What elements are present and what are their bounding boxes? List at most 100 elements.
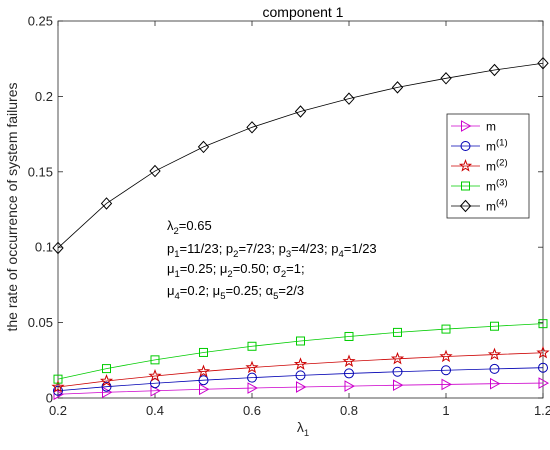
annotation-line: μ1=0.25; μ2=0.50; σ2=1; — [167, 261, 305, 280]
annotation-part: =0.25; μ — [180, 261, 228, 276]
x-tick-label: 0.4 — [146, 403, 164, 418]
legend-label-base: m — [486, 140, 496, 154]
annotation-part: 1 — [174, 249, 179, 260]
series-m3 — [53, 319, 548, 384]
legend-label: m(4) — [486, 198, 508, 214]
data-point — [148, 369, 162, 382]
data-point — [489, 363, 500, 374]
data-point — [342, 354, 356, 367]
data-point — [246, 121, 258, 134]
series-m1 — [53, 362, 548, 396]
data-point — [490, 321, 499, 331]
annotation-part: =0.50; σ — [233, 261, 281, 276]
data-point — [149, 164, 161, 178]
data-point — [391, 81, 404, 94]
data-point — [102, 386, 113, 399]
legend-marker — [460, 141, 471, 151]
legend-label-base: m — [486, 120, 496, 134]
annotation-line: λ2=0.65 — [167, 218, 212, 237]
series-line — [57, 367, 544, 392]
legend-marker — [459, 199, 472, 213]
series-m — [53, 377, 550, 401]
data-point — [440, 72, 452, 85]
annotation-part: 2 — [227, 269, 232, 280]
y-tick-label: 0.1 — [35, 240, 53, 255]
legend-label-sup: (2) — [496, 158, 508, 169]
annotation-part: =0.65 — [179, 218, 212, 233]
data-point — [293, 357, 308, 370]
data-point — [197, 140, 210, 154]
data-point — [52, 241, 64, 255]
legend-marker — [461, 120, 472, 132]
legend-label-base: m — [486, 180, 496, 194]
data-point — [538, 377, 550, 389]
chart-title: component 1 — [263, 4, 344, 20]
data-point — [487, 347, 502, 361]
data-point — [439, 349, 453, 363]
y-tick-label: 0 — [46, 391, 53, 406]
series-line — [57, 352, 544, 388]
annotation-part: =11/23; p — [180, 241, 234, 256]
annotation-part: μ — [167, 283, 175, 298]
data-point — [344, 380, 356, 392]
annotation-part: 3 — [286, 249, 291, 260]
x-axis-label: λ1 — [297, 419, 309, 439]
y-tick-label: 0.15 — [28, 164, 53, 179]
data-point — [538, 362, 548, 373]
series-line — [57, 323, 544, 380]
annotation-part: 2 — [174, 226, 179, 237]
legend-label: m — [486, 120, 496, 134]
legend-entry: m(4) — [451, 198, 508, 214]
data-point — [295, 370, 306, 381]
legend-label-sup: (4) — [496, 198, 508, 209]
x-tick-label: 0.6 — [243, 403, 261, 418]
legend-entry: m — [451, 120, 496, 134]
data-point — [441, 324, 451, 334]
legend-marker — [461, 181, 470, 191]
data-point — [102, 364, 111, 374]
plot-area: 0.2 0.4 0.6 0.8 1 1.200.050.10.150.20.25λ2=0.… — [28, 14, 550, 419]
data-point — [296, 381, 307, 393]
annotation-part: =4/23; p — [291, 241, 338, 256]
data-point — [390, 351, 405, 365]
legend-label: m(2) — [486, 158, 508, 174]
data-point — [296, 336, 305, 346]
annotation-part: p — [167, 241, 174, 256]
annotation-part: 2 — [233, 249, 238, 260]
legend-label: m(3) — [486, 178, 508, 194]
data-point — [393, 379, 404, 392]
annotation-part: 5 — [273, 291, 278, 302]
data-point — [538, 319, 548, 329]
annotation-part: μ — [167, 261, 175, 276]
data-point — [343, 92, 355, 105]
data-point — [294, 105, 307, 118]
legend-label-sup: (1) — [496, 138, 508, 149]
series-line — [57, 382, 544, 395]
data-point — [53, 385, 63, 396]
legend-marker — [458, 159, 473, 172]
data-point — [150, 355, 160, 365]
annotation-part: 4 — [175, 291, 180, 302]
data-point — [51, 380, 65, 393]
data-point — [199, 347, 208, 357]
annotation-part: =1/23 — [344, 241, 377, 256]
annotation-part: 4 — [338, 249, 343, 260]
data-point — [247, 372, 257, 383]
annotation-part: 5 — [220, 291, 225, 302]
data-point — [393, 327, 402, 337]
legend-label-base: m — [486, 160, 496, 174]
data-point — [247, 382, 259, 394]
annotation-part: 1 — [175, 269, 180, 280]
y-tick-label: 0.25 — [28, 14, 53, 29]
series-m2 — [51, 345, 550, 393]
data-point — [247, 341, 257, 351]
x-tick-label: 0.8 — [340, 403, 358, 418]
data-point — [537, 56, 549, 70]
legend-entry: m(2) — [451, 158, 508, 174]
annotation-part: 2 — [281, 269, 286, 280]
data-point — [198, 375, 209, 386]
series-m4 — [52, 56, 549, 255]
y-axis-label: the rate of occurrence of system failure… — [4, 83, 20, 332]
data-point — [150, 384, 162, 397]
data-point — [536, 345, 550, 359]
